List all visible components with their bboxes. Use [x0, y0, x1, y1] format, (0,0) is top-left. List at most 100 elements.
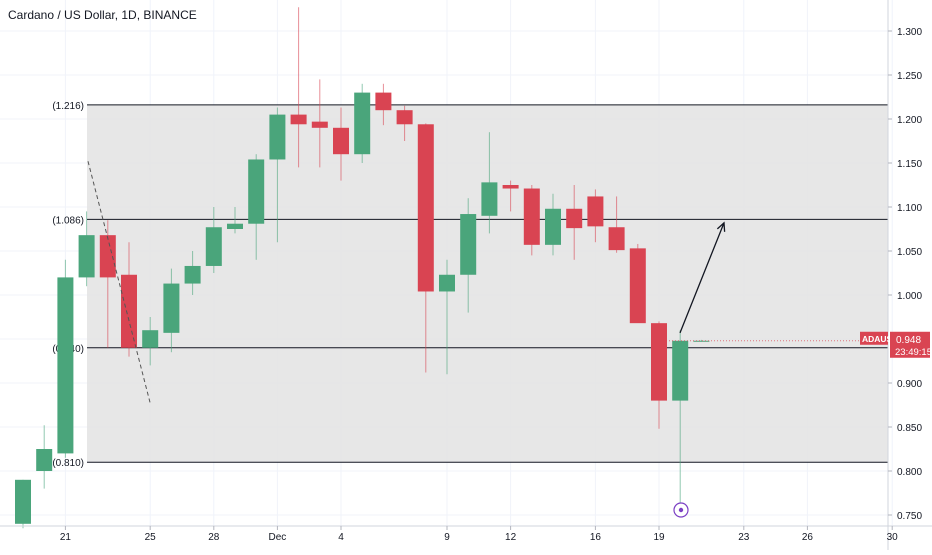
candle — [375, 83, 392, 126]
candle-body — [354, 92, 371, 155]
time-tick-label: 25 — [145, 532, 157, 543]
current-price-box — [890, 331, 930, 358]
candle — [651, 321, 667, 429]
candle-body — [523, 188, 540, 245]
candle-body — [460, 214, 477, 275]
candle-body — [205, 227, 222, 266]
candle — [142, 317, 159, 366]
candle-body — [57, 277, 74, 454]
candle — [396, 105, 413, 141]
candle — [566, 185, 583, 260]
candle-body — [15, 479, 31, 524]
fibonacci-retracement: (1.216)(1.086)(0.940)(0.810) — [52, 101, 888, 469]
symbol-label: ADAUSD — [862, 334, 898, 344]
candle — [460, 198, 477, 313]
candle-body — [481, 182, 498, 216]
candle-body — [396, 110, 413, 125]
candle — [333, 107, 349, 181]
candle-body — [629, 248, 646, 324]
price-tick-label: 1.100 — [897, 203, 922, 214]
candle — [248, 154, 265, 260]
time-tick-label: 19 — [653, 532, 665, 543]
time-tick-label: 4 — [338, 532, 344, 543]
time-tick-label: 26 — [802, 532, 814, 543]
candle — [269, 107, 286, 243]
candle-body — [78, 235, 95, 278]
candle — [354, 83, 371, 163]
candle — [417, 123, 434, 373]
candle-body — [36, 449, 53, 471]
time-tick-label: 28 — [208, 532, 220, 543]
fib-level-label: (1.086) — [52, 215, 84, 226]
time-tick-label: 12 — [505, 532, 517, 543]
candle — [121, 242, 137, 357]
price-tick-label: 1.000 — [897, 291, 922, 302]
candle-body — [163, 283, 180, 333]
candle — [184, 251, 201, 295]
event-marker-icon — [673, 502, 689, 518]
fib-zone — [87, 104, 888, 463]
candle — [481, 132, 498, 234]
fib-level-label: (1.216) — [52, 101, 84, 112]
price-tick-label: 0.900 — [897, 379, 922, 390]
time-tick-label: 30 — [887, 532, 899, 543]
candle — [545, 193, 561, 256]
price-tick-label: 1.150 — [897, 159, 922, 170]
candle-body — [311, 121, 328, 128]
projection-arrow-head — [716, 221, 726, 232]
time-tick-label: Dec — [269, 532, 287, 543]
price-tick-label: 1.250 — [897, 71, 922, 82]
candles-layer — [15, 7, 710, 529]
candle — [523, 185, 540, 256]
candle — [608, 196, 625, 253]
projection-arrow-line — [679, 222, 725, 334]
candle — [693, 339, 710, 342]
candle — [36, 425, 53, 489]
candle — [311, 79, 328, 168]
candle-body — [142, 330, 159, 348]
candle-body — [651, 323, 667, 401]
candle-body — [693, 340, 710, 342]
candle-body — [545, 208, 561, 245]
current-price-label: 0.948 — [896, 335, 921, 346]
candle — [502, 180, 519, 212]
price-tick-label: 1.050 — [897, 247, 922, 258]
candle-body — [227, 223, 243, 229]
event-marker-dot — [678, 507, 684, 513]
candle — [587, 189, 604, 243]
candle-body — [439, 274, 455, 292]
candle-body — [375, 92, 392, 111]
candle-body — [608, 227, 625, 251]
time-tick-label: 9 — [444, 532, 450, 543]
candle-body — [269, 114, 286, 160]
candle — [227, 207, 243, 234]
candle-body — [566, 208, 583, 229]
candle-body — [417, 124, 434, 292]
price-tick-label: 1.300 — [897, 27, 922, 38]
candle — [629, 243, 646, 324]
candle-body — [184, 265, 201, 284]
countdown-label: 23:49:15 — [895, 347, 932, 358]
candle-body — [587, 196, 604, 227]
candle-body — [333, 127, 349, 155]
time-tick-label: 16 — [590, 532, 602, 543]
candle — [78, 211, 95, 287]
candle — [290, 7, 307, 168]
candle — [439, 259, 455, 375]
candle — [163, 268, 180, 353]
symbol-label-box — [860, 331, 888, 345]
candle — [15, 479, 31, 529]
chart-title: Cardano / US Dollar, 1D, BINANCE — [8, 8, 197, 22]
fib-level-label: (0.810) — [52, 458, 84, 469]
candle-body — [502, 185, 519, 189]
time-tick-label: 23 — [738, 532, 750, 543]
candle-body — [672, 340, 689, 401]
price-tick-label: 1.200 — [897, 115, 922, 126]
candle-body — [121, 274, 137, 348]
candle — [205, 207, 222, 273]
candle — [672, 330, 689, 507]
price-tick-label: 0.850 — [897, 423, 922, 434]
candle-body — [99, 235, 116, 278]
